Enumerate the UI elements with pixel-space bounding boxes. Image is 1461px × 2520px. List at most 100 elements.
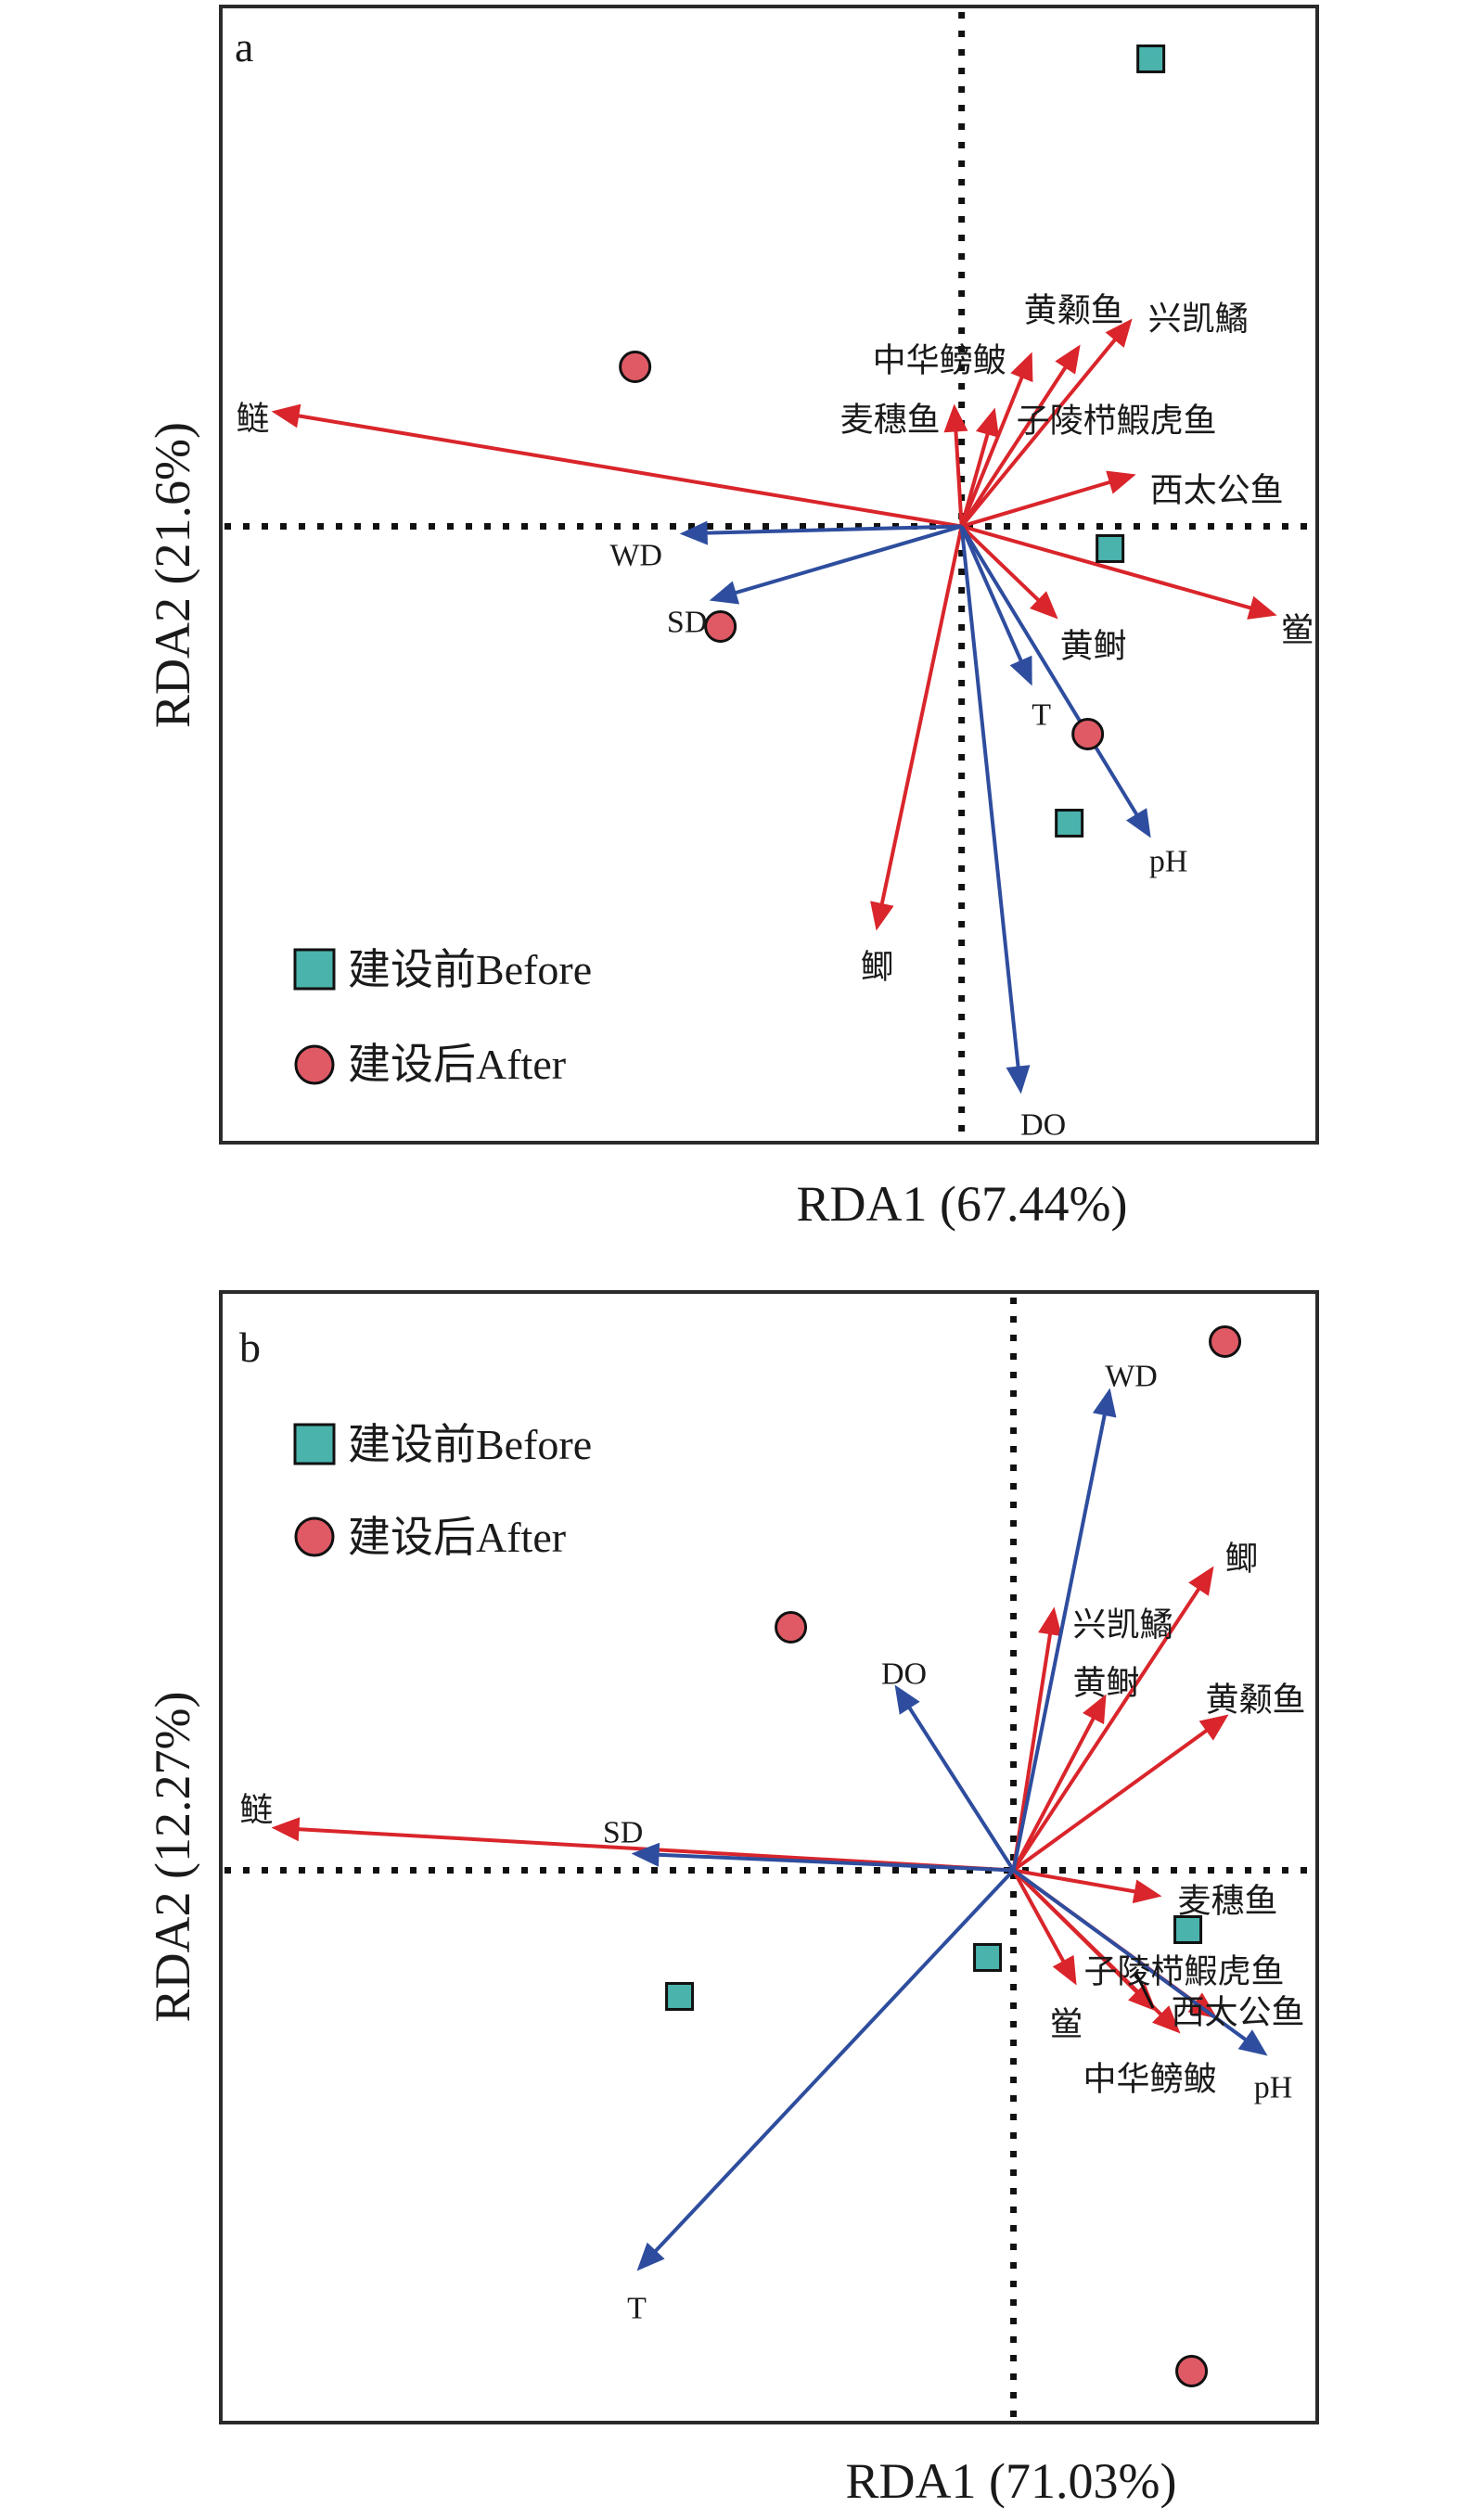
env-arrow-shaft [732, 524, 963, 596]
species-label: 鲢 [237, 400, 270, 437]
env-arrow-0 [1011, 1388, 1117, 1871]
panel-b: b RDA1 (71.03%) RDA2 (12.27%) 鲢 兴凯鱊 鲫黄鲥 黄颡鱼… [145, 1290, 1319, 2509]
species-label: 兴凯鱊 [1073, 1605, 1173, 1643]
site-after-marker [704, 609, 737, 643]
species-arrow-head [1188, 1566, 1214, 1596]
species-label: 子陵栉鰕虎鱼 [1084, 1952, 1285, 1989]
env-arrow-0 [679, 520, 962, 545]
species-arrow-shaft [959, 364, 1070, 528]
site-after-marker [619, 350, 652, 383]
species-arrow-9 [870, 526, 964, 931]
env-arrow-head [636, 2242, 665, 2271]
env-arrow-shaft [959, 526, 1020, 1070]
panel-a-y-axis-title: RDA2 (21.6%) [145, 422, 200, 728]
env-arrow-shaft [1011, 1411, 1108, 1871]
species-label: 鲫 [1225, 1540, 1259, 1577]
species-label: 黄鲥 [1060, 627, 1127, 664]
panel-b-sites [665, 1324, 1242, 2387]
species-label: 黄颡鱼 [1206, 1681, 1306, 1718]
species-arrow-shaft [1012, 1869, 1165, 2018]
legend-after-label: 建设后After [348, 1041, 566, 1088]
species-arrow-head [1083, 1694, 1107, 1725]
env-arrow-shaft [1012, 1868, 1250, 2043]
env-arrow-head [1006, 1065, 1031, 1094]
panel-b-letter: b [239, 1324, 261, 1371]
species-arrow-shaft [1011, 1869, 1067, 1965]
legend-before-label: 建设前Before [348, 946, 592, 993]
env-arrow-shaft [655, 1852, 1014, 1873]
legend-before-marker [293, 948, 336, 991]
species-label: 黄颡鱼 [1024, 291, 1124, 328]
panel-b-legend: 建设前Before 建设后After [293, 1421, 592, 1561]
species-arrow-head [1038, 1606, 1062, 1637]
env-arrow-4 [1012, 1868, 1268, 2056]
env-arrow-4 [959, 526, 1031, 1094]
site-after-marker [1071, 717, 1105, 750]
species-arrow-shaft [959, 373, 1025, 528]
env-arrow-3 [959, 525, 1151, 838]
species-arrow-shaft [1011, 1714, 1097, 1872]
site-after-marker [1175, 2354, 1209, 2387]
panel-a-x-axis-title: RDA1 (67.44%) [797, 1176, 1128, 1232]
env-arrow-shaft [703, 524, 962, 535]
legend-before-label: 建设前Before [348, 1421, 592, 1468]
env-arrow-shaft [959, 525, 1140, 819]
species-arrow-shaft [1011, 1585, 1202, 1872]
species-arrow-5 [960, 318, 1133, 528]
env-label: T [1032, 697, 1051, 732]
env-label: T [627, 2291, 647, 2325]
env-arrow-3 [636, 1869, 1016, 2271]
panel-b-frame [219, 1290, 1319, 2424]
panel-a-legend: 建设前Before 建设后After [293, 946, 592, 1088]
species-arrow-head [1010, 352, 1033, 383]
species-label: 鲎 [1050, 2005, 1083, 2042]
env-arrow-2 [631, 1842, 1014, 1873]
env-arrow-1 [709, 524, 963, 605]
species-arrow-3 [959, 352, 1033, 528]
species-arrow-1 [943, 403, 968, 527]
species-arrow-4 [959, 344, 1081, 528]
legend-after-marker [294, 1516, 335, 1557]
env-label: WD [609, 538, 662, 572]
env-label: pH [1149, 844, 1188, 878]
species-label: 中华鳑鲏 [1083, 2060, 1217, 2097]
env-arrow-head [894, 1684, 920, 1715]
species-arrow-head [1247, 595, 1277, 620]
species-label: 西太公鱼 [1150, 471, 1284, 508]
env-arrow-shaft [651, 1869, 1016, 2255]
site-before-marker [1136, 44, 1166, 73]
species-arrow-5 [1013, 1868, 1162, 1904]
species-label: 西太公鱼 [1172, 1993, 1305, 2030]
species-arrow-7 [960, 525, 1058, 620]
species-label: 兴凯鱊 [1148, 300, 1249, 337]
species-arrow-2 [1011, 1566, 1214, 1872]
species-arrow-head [943, 403, 968, 433]
panel-a-arrows [271, 318, 1277, 1094]
species-label: 麦穗鱼 [840, 401, 941, 438]
site-before-marker [973, 1942, 1003, 1972]
species-label: 鲫 [861, 948, 894, 985]
species-arrow-head [271, 1817, 301, 1842]
env-arrow-head [1125, 808, 1151, 838]
species-arrow-0 [271, 403, 962, 529]
species-arrow-8 [1012, 1869, 1181, 2034]
species-arrow-6 [961, 470, 1136, 529]
env-label: SD [667, 605, 707, 639]
env-label: SD [603, 1815, 643, 1849]
species-arrow-head [1055, 344, 1081, 375]
species-arrow-shaft [961, 524, 1255, 611]
panel-a-frame [219, 5, 1319, 1145]
site-before-marker [1173, 1914, 1203, 1944]
env-label: DO [1020, 1107, 1066, 1142]
species-arrow-head [1052, 1954, 1077, 1986]
site-before-marker [1055, 808, 1084, 838]
site-before-marker [1096, 533, 1125, 563]
species-arrow-head [1198, 1714, 1229, 1741]
legend-before-marker [293, 1423, 336, 1465]
species-arrow-head [1106, 470, 1136, 494]
legend-after-marker [294, 1044, 335, 1085]
species-label: 子陵栉鰕虎鱼 [1017, 402, 1217, 439]
panel-a-letter: a [235, 23, 253, 70]
